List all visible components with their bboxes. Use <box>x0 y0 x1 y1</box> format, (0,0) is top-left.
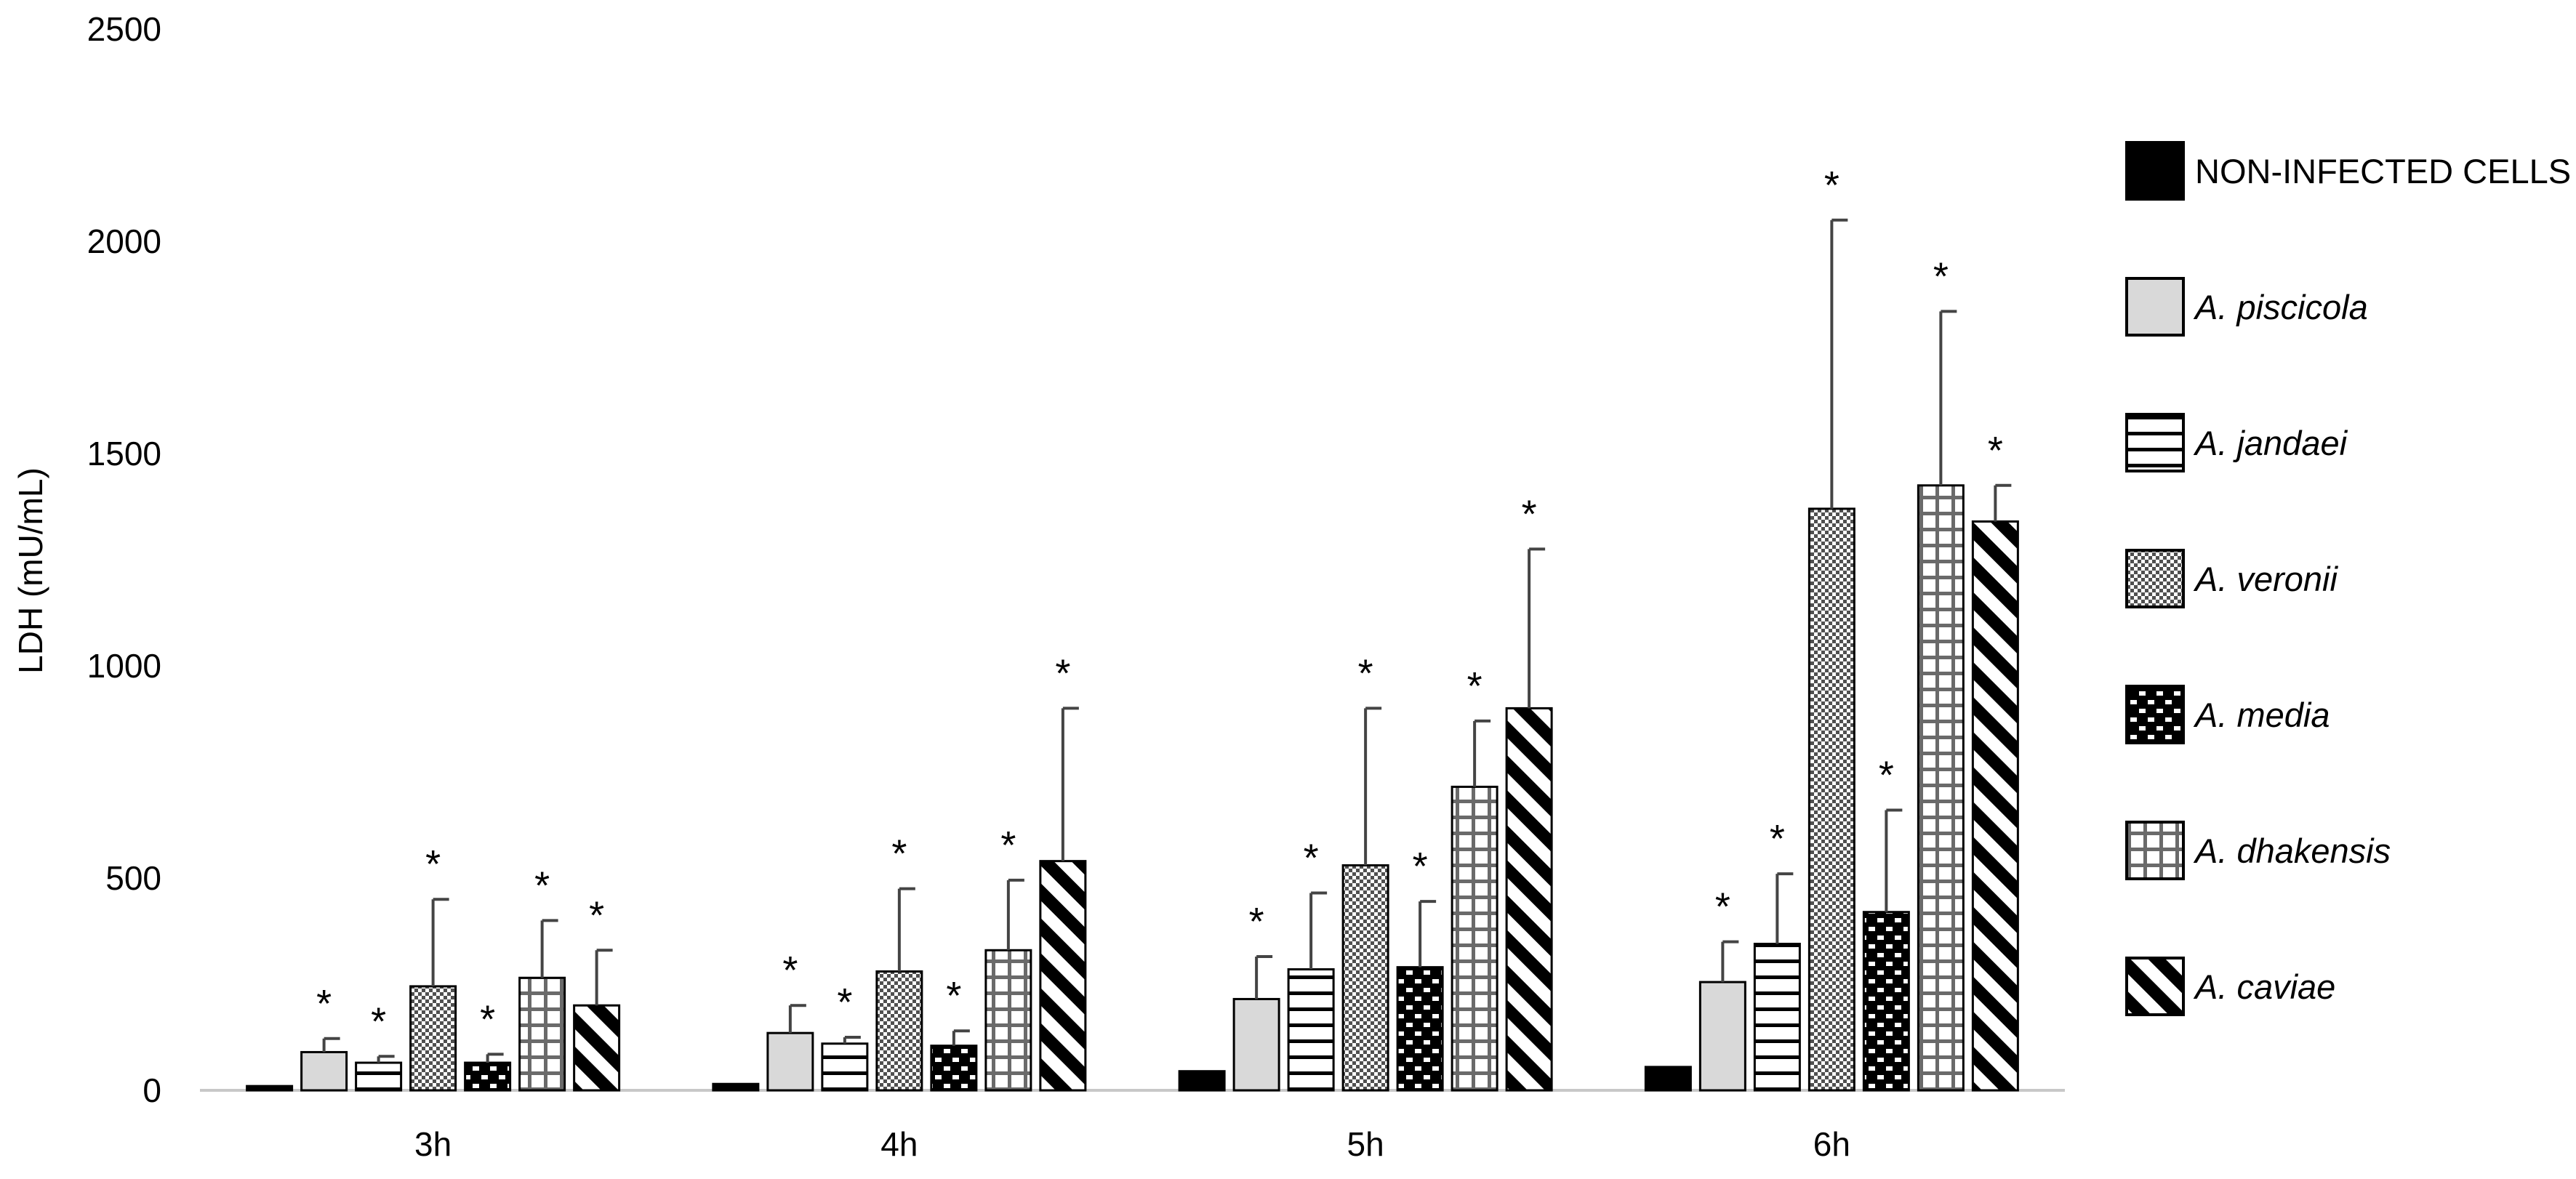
significance-star: * <box>1715 885 1730 929</box>
bar-6h-5 <box>1862 911 1910 1092</box>
significance-star: * <box>316 982 332 1026</box>
bar-4h-4 <box>875 970 923 1092</box>
significance-star: * <box>425 842 441 886</box>
legend-label-1: NON-INFECTED CELLS <box>2195 152 2571 190</box>
significance-star: * <box>1770 817 1785 861</box>
legend-label-6: A. dhakensis <box>2193 832 2391 870</box>
significance-star: * <box>891 832 907 876</box>
bar-5h-1 <box>1178 1070 1226 1092</box>
bar-3h-4 <box>409 985 457 1092</box>
significance-star: * <box>1000 824 1016 867</box>
bar-5h-3 <box>1287 968 1335 1092</box>
bar-5h-5 <box>1396 966 1444 1092</box>
legend-swatch-4 <box>2125 549 2185 608</box>
error-bar-marks <box>322 218 2012 1063</box>
bar-6h-4 <box>1807 507 1855 1092</box>
significance-star: * <box>1304 836 1319 880</box>
bar-3h-5 <box>464 1061 512 1092</box>
significance-star: * <box>1467 664 1482 708</box>
bar-5h-7 <box>1505 707 1553 1092</box>
y-tick-label: 500 <box>105 859 161 897</box>
bar-6h-6 <box>1917 484 1965 1092</box>
y-axis-ticks: 0 500 1000 1500 2000 2500 <box>87 10 161 1109</box>
bar-5h-6 <box>1450 785 1498 1092</box>
bar-3h-3 <box>355 1061 403 1092</box>
significance-star: * <box>480 997 495 1041</box>
significance-star: * <box>534 864 550 907</box>
significance-star: * <box>1824 164 1839 207</box>
x-axis-ticks: 3h 4h 5h 6h <box>414 1125 1850 1163</box>
significance-star: * <box>946 974 961 1018</box>
legend-swatch-2 <box>2125 277 2185 337</box>
legend-label-2: A. piscicola <box>2193 288 2368 326</box>
legend-label-5: A. media <box>2193 696 2330 734</box>
x-tick-label: 4h <box>880 1125 918 1163</box>
legend-label-3: A. jandaei <box>2193 424 2348 462</box>
legend-swatch-5 <box>2125 685 2185 744</box>
significance-star: * <box>589 893 604 937</box>
x-tick-label: 6h <box>1813 1125 1850 1163</box>
significance-star: * <box>371 999 386 1043</box>
y-tick-label: 2500 <box>87 10 161 48</box>
significance-star: * <box>1413 845 1428 888</box>
bar-4h-2 <box>766 1031 814 1092</box>
bar-6h-2 <box>1698 981 1746 1092</box>
bar-6h-7 <box>1971 520 2019 1092</box>
significance-star: * <box>1358 651 1373 695</box>
bar-5h-2 <box>1232 997 1280 1092</box>
y-tick-label: 1500 <box>87 435 161 472</box>
y-axis-title: LDH (mU/mL) <box>12 467 49 674</box>
legend-swatch-3 <box>2125 413 2185 472</box>
bar-3h-1 <box>246 1085 294 1092</box>
legend-swatch-7 <box>2125 957 2185 1016</box>
x-tick-label: 3h <box>414 1125 452 1163</box>
significance-star: * <box>1988 429 2003 472</box>
significance-star: * <box>1879 754 1894 797</box>
bar-5h-4 <box>1341 864 1389 1092</box>
legend-label-4: A. veronii <box>2193 560 2338 598</box>
bar-6h-3 <box>1753 943 1801 1092</box>
y-tick-label: 2000 <box>87 222 161 260</box>
significance-star: * <box>1055 651 1070 695</box>
y-axis-title-group: LDH (mU/mL) <box>12 467 49 674</box>
bar-4h-5 <box>930 1045 978 1092</box>
significance-marks: * * * * * * * * * * * * * * * * * * * * * * * * <box>316 164 2003 1043</box>
bar-3h-2 <box>300 1050 348 1092</box>
legend-label-7: A. caviae <box>2193 967 2335 1006</box>
legend-swatch-6 <box>2125 821 2185 880</box>
bar-6h-1 <box>1644 1066 1692 1092</box>
bar-4h-7 <box>1039 860 1087 1092</box>
significance-star: * <box>837 981 852 1024</box>
y-tick-label: 0 <box>143 1071 161 1109</box>
bar-3h-6 <box>518 976 566 1092</box>
legend-swatch-1 <box>2125 141 2185 201</box>
significance-star: * <box>1933 254 1949 298</box>
significance-star: * <box>1249 900 1264 943</box>
bar-marks <box>246 484 2019 1092</box>
bar-4h-3 <box>821 1042 869 1092</box>
legend: NON-INFECTED CELLS A. piscicola A. jandaei… <box>2125 141 2571 1016</box>
y-tick-label: 1000 <box>87 647 161 685</box>
bar-4h-1 <box>712 1082 760 1092</box>
bar-3h-7 <box>573 1004 621 1092</box>
bar-4h-6 <box>984 949 1032 1092</box>
significance-star: * <box>782 949 798 992</box>
x-tick-label: 5h <box>1347 1125 1384 1163</box>
significance-star: * <box>1522 492 1537 536</box>
